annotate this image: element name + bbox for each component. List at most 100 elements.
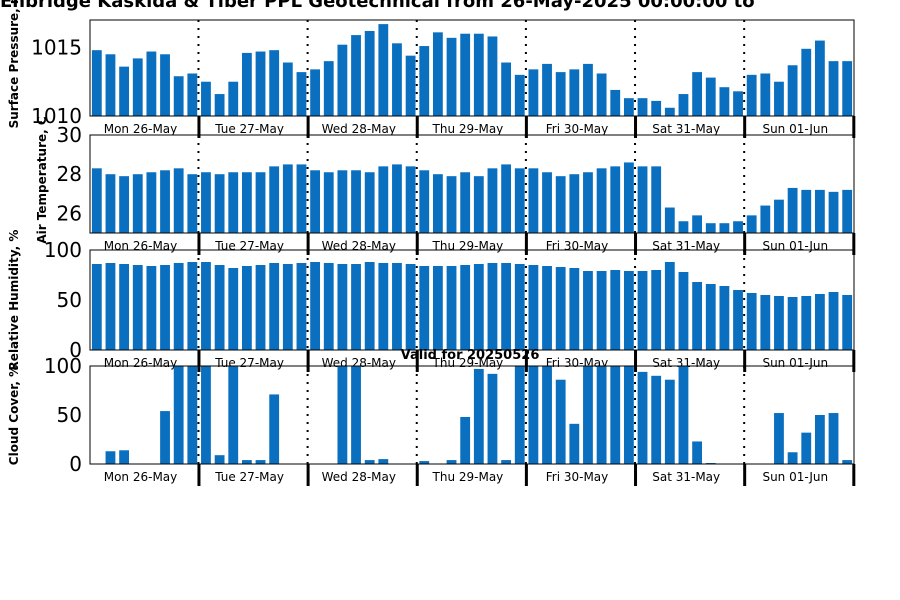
bar bbox=[337, 366, 348, 464]
bar bbox=[119, 66, 130, 116]
bar bbox=[678, 221, 689, 233]
bar bbox=[719, 223, 730, 233]
day-label: Sun 01-Jun bbox=[762, 122, 828, 136]
bar bbox=[501, 164, 512, 233]
bar bbox=[446, 176, 457, 233]
bar bbox=[460, 172, 471, 233]
bar bbox=[296, 164, 307, 233]
bar bbox=[132, 174, 143, 233]
day-label: Mon 26-May bbox=[104, 239, 178, 253]
day-label: Mon 26-May bbox=[104, 470, 178, 484]
bar bbox=[460, 416, 471, 464]
bar bbox=[392, 43, 402, 117]
bar bbox=[828, 61, 839, 116]
bar bbox=[733, 91, 743, 116]
plot-frame bbox=[89, 249, 855, 351]
bar bbox=[637, 98, 648, 116]
bar bbox=[719, 87, 730, 116]
bar bbox=[187, 73, 198, 116]
bar bbox=[105, 54, 116, 116]
bar bbox=[160, 411, 170, 464]
y-tick-label: 50 bbox=[57, 288, 82, 312]
y-tick-label: 0 bbox=[69, 452, 82, 476]
bar bbox=[555, 72, 566, 116]
bar bbox=[814, 40, 825, 116]
bar bbox=[637, 371, 648, 464]
bar bbox=[542, 366, 552, 464]
bar bbox=[774, 199, 784, 233]
bar bbox=[91, 264, 102, 350]
bar bbox=[583, 172, 593, 233]
bar bbox=[323, 61, 334, 116]
bar bbox=[596, 366, 607, 464]
bar bbox=[419, 170, 430, 233]
bar bbox=[228, 366, 239, 464]
bar bbox=[364, 262, 375, 350]
bar bbox=[583, 271, 593, 350]
bar bbox=[542, 266, 552, 350]
bar bbox=[446, 460, 457, 464]
bar bbox=[364, 30, 375, 116]
bar bbox=[201, 262, 211, 350]
day-label: Tue 27-May bbox=[214, 239, 284, 253]
bar bbox=[651, 166, 662, 233]
y-axis-label: Surface Pressure, m bbox=[7, 0, 21, 128]
bar bbox=[119, 450, 130, 464]
bar bbox=[610, 270, 621, 350]
bar bbox=[610, 366, 621, 464]
day-label: Tue 27-May bbox=[214, 356, 284, 370]
bar bbox=[187, 366, 198, 464]
bar bbox=[692, 441, 703, 464]
bar bbox=[774, 296, 784, 350]
bar bbox=[269, 394, 280, 464]
bar bbox=[323, 172, 334, 233]
bar bbox=[160, 265, 170, 350]
bar bbox=[678, 94, 689, 116]
bar bbox=[460, 265, 471, 350]
bar bbox=[419, 461, 430, 464]
bar bbox=[692, 215, 703, 233]
bar bbox=[555, 379, 566, 464]
bar bbox=[664, 107, 675, 116]
bar bbox=[651, 270, 662, 350]
bar bbox=[310, 170, 321, 233]
bar bbox=[160, 170, 170, 233]
bar bbox=[132, 58, 143, 116]
chart-panel-2: Mon 26-May Tue 27-May Wed 28-May Thu 29-May… bbox=[35, 116, 856, 255]
bar bbox=[255, 460, 266, 464]
bar bbox=[419, 266, 430, 350]
bar bbox=[678, 272, 689, 350]
bar bbox=[105, 263, 116, 350]
bar bbox=[473, 264, 484, 350]
bar bbox=[214, 455, 225, 464]
bar bbox=[201, 172, 211, 233]
bar bbox=[173, 168, 184, 233]
day-label: Tue 27-May bbox=[214, 122, 284, 136]
bar bbox=[801, 189, 812, 233]
bar bbox=[828, 413, 839, 464]
bar bbox=[432, 32, 443, 117]
bar bbox=[746, 293, 757, 350]
bar bbox=[337, 44, 348, 116]
bar bbox=[814, 189, 825, 233]
bar bbox=[214, 94, 225, 116]
bar bbox=[228, 172, 239, 233]
bar bbox=[842, 460, 853, 464]
day-label: Wed 28-May bbox=[322, 122, 396, 136]
chart-panel-3: Mon 26-May Tue 27-May Wed 28-May Thu 29-May… bbox=[7, 230, 856, 372]
day-label: Tue 27-May bbox=[214, 470, 284, 484]
bar bbox=[296, 263, 307, 350]
bar bbox=[405, 166, 416, 233]
bar bbox=[214, 174, 225, 233]
bar bbox=[787, 297, 798, 350]
day-label: Thu 29-May bbox=[432, 122, 504, 136]
bar bbox=[337, 264, 348, 350]
bar bbox=[146, 51, 157, 116]
bar bbox=[664, 262, 675, 350]
day-label: Mon 26-May bbox=[104, 356, 178, 370]
bar bbox=[446, 266, 457, 350]
bar bbox=[692, 282, 703, 350]
bar bbox=[746, 215, 757, 233]
bar bbox=[487, 373, 498, 464]
plot-frame bbox=[89, 134, 855, 234]
